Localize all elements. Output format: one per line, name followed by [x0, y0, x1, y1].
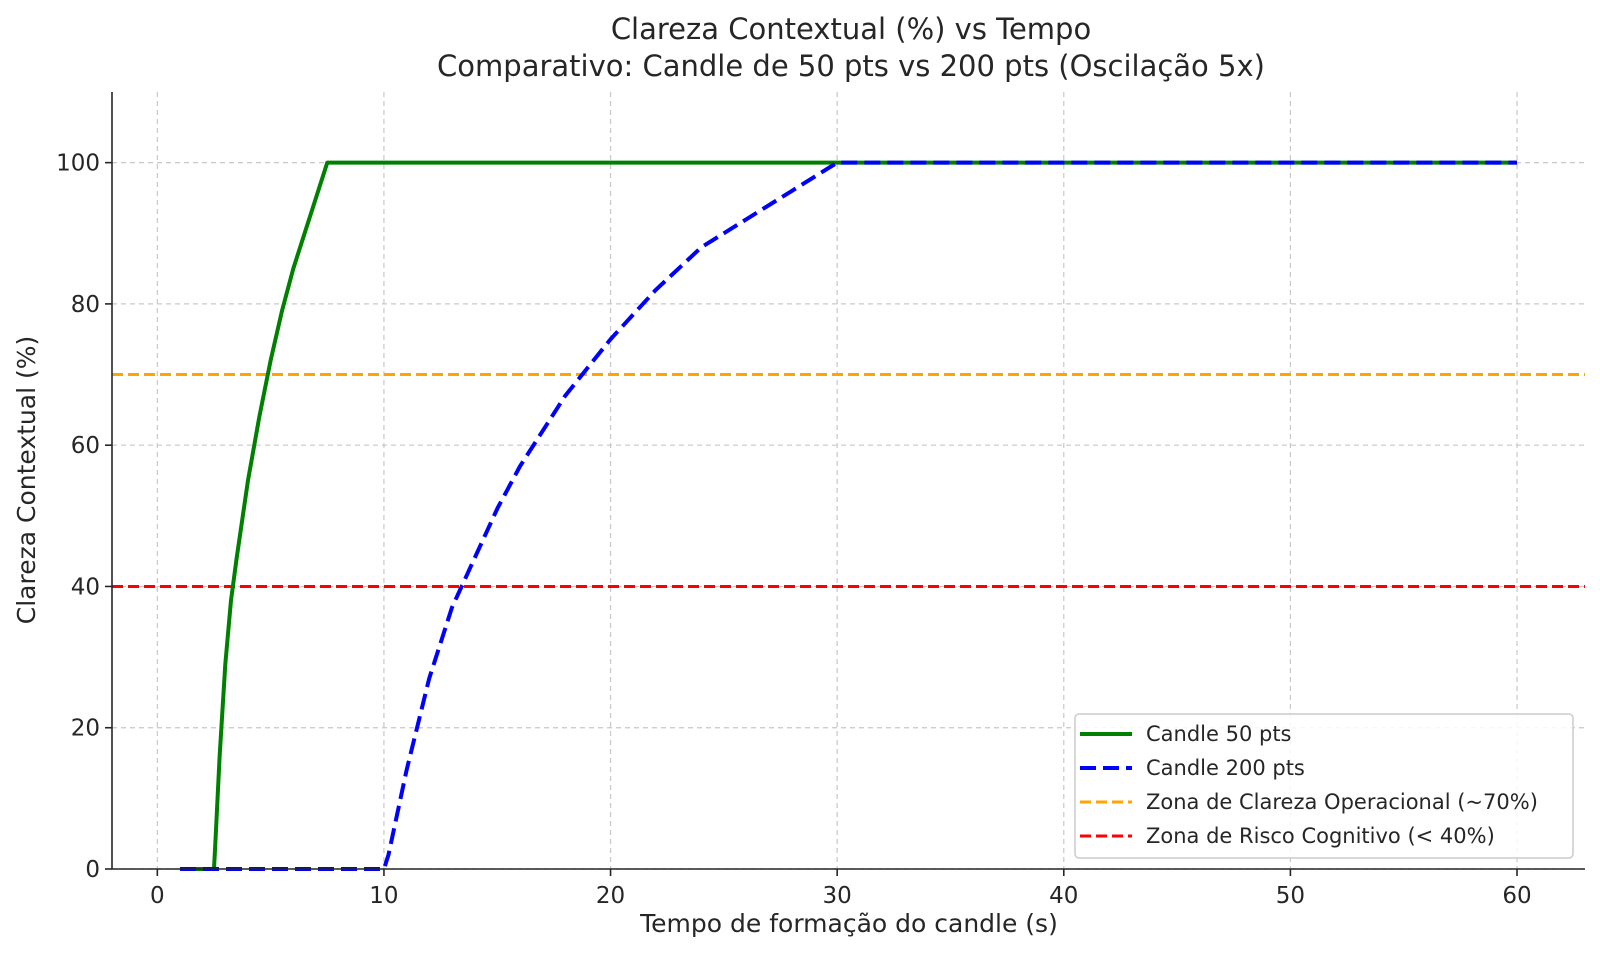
- legend-label-1: Candle 50 pts: [1146, 722, 1292, 746]
- legend-label-2: Candle 200 pts: [1146, 756, 1305, 780]
- legend: Candle 50 pts Candle 200 pts Zona de Clare…: [1074, 713, 1574, 859]
- legend-label-4: Zona de Risco Cognitivo (< 40%): [1146, 824, 1495, 848]
- axes: [105, 92, 1585, 876]
- y-tick-label: 0: [85, 857, 100, 883]
- x-tick-label: 10: [369, 883, 398, 909]
- y-tick-label: 80: [71, 292, 100, 318]
- legend-label-3: Zona de Clareza Operacional (~70%): [1146, 790, 1538, 814]
- x-tick-label: 40: [1049, 883, 1078, 909]
- chart-subtitle: Comparativo: Candle de 50 pts vs 200 pts…: [437, 49, 1265, 83]
- series-line-2: [179, 160, 1518, 871]
- x-tick-label: 0: [150, 883, 165, 909]
- y-tick-label: 60: [71, 433, 100, 459]
- x-axis-label: Tempo de formação do candle (s): [639, 909, 1058, 938]
- legend-box: [1074, 713, 1574, 859]
- y-tick-label: 20: [71, 716, 100, 742]
- y-tick-label: 100: [56, 151, 100, 177]
- x-tick-label: 50: [1276, 883, 1305, 909]
- y-tick-label: 40: [71, 574, 100, 600]
- series-line-1: [179, 160, 1518, 871]
- x-tick-label: 20: [596, 883, 625, 909]
- tick-labels: 0 10 20 30 40 50 60 0 20 40 60 80 100: [56, 151, 1532, 909]
- x-tick-label: 30: [823, 883, 852, 909]
- y-axis-label: Clareza Contextual (%): [12, 336, 41, 624]
- reference-lines: [112, 373, 1585, 588]
- chart-title: Clareza Contextual (%) vs Tempo: [611, 12, 1091, 46]
- x-tick-label: 60: [1502, 883, 1531, 909]
- series-lines: [179, 160, 1518, 871]
